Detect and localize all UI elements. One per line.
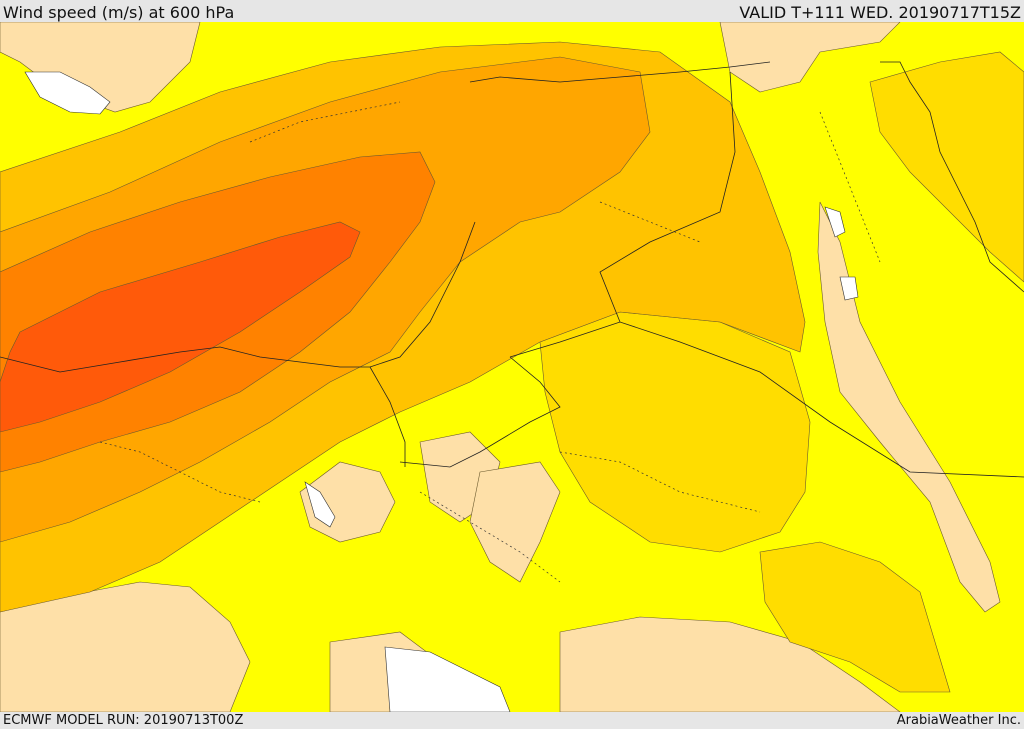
white-area-aegean	[24, 71, 111, 115]
calm-region-east	[817, 201, 1001, 613]
wind-speed-map	[0, 22, 1024, 712]
map-title: Wind speed (m/s) at 600 hPa	[3, 3, 235, 22]
white-area-suez	[304, 481, 336, 528]
border-egypt-israel	[369, 366, 406, 467]
calm-region-south	[559, 616, 901, 712]
moderate-region-southeast	[759, 541, 951, 693]
coastline-med	[0, 221, 476, 373]
calm-region-ne-top	[719, 22, 901, 93]
borders	[0, 61, 1024, 478]
title-bar: Wind speed (m/s) at 600 hPa VALID T+111 …	[0, 0, 1024, 22]
border-saudi-jordan	[399, 356, 561, 468]
border-iraq-jordan	[509, 321, 1024, 478]
white-area-gulf-1	[824, 206, 846, 238]
internal-borders	[99, 101, 881, 583]
white-area-gulf-2	[839, 276, 859, 301]
model-run: ECMWF MODEL RUN: 20190713T00Z	[3, 713, 244, 728]
moderate-regions	[539, 51, 1024, 693]
white-area-red-sea-north	[384, 646, 511, 712]
calm-region-nw	[0, 22, 201, 113]
footer-bar: ECMWF MODEL RUN: 20190713T00Z ArabiaWeat…	[0, 712, 1024, 729]
border-levant	[469, 61, 771, 83]
white-areas	[24, 71, 859, 712]
map-canvas	[0, 22, 1024, 712]
calm-region-center	[469, 461, 561, 583]
credit: ArabiaWeather Inc.	[896, 713, 1021, 728]
moderate-region-ne	[869, 51, 1024, 283]
valid-time: VALID T+111 WED. 20190717T15Z	[739, 3, 1021, 22]
wind-band-jet-core	[0, 221, 361, 433]
border-east-iran	[880, 61, 1024, 293]
border-syria-iraq	[599, 71, 736, 323]
